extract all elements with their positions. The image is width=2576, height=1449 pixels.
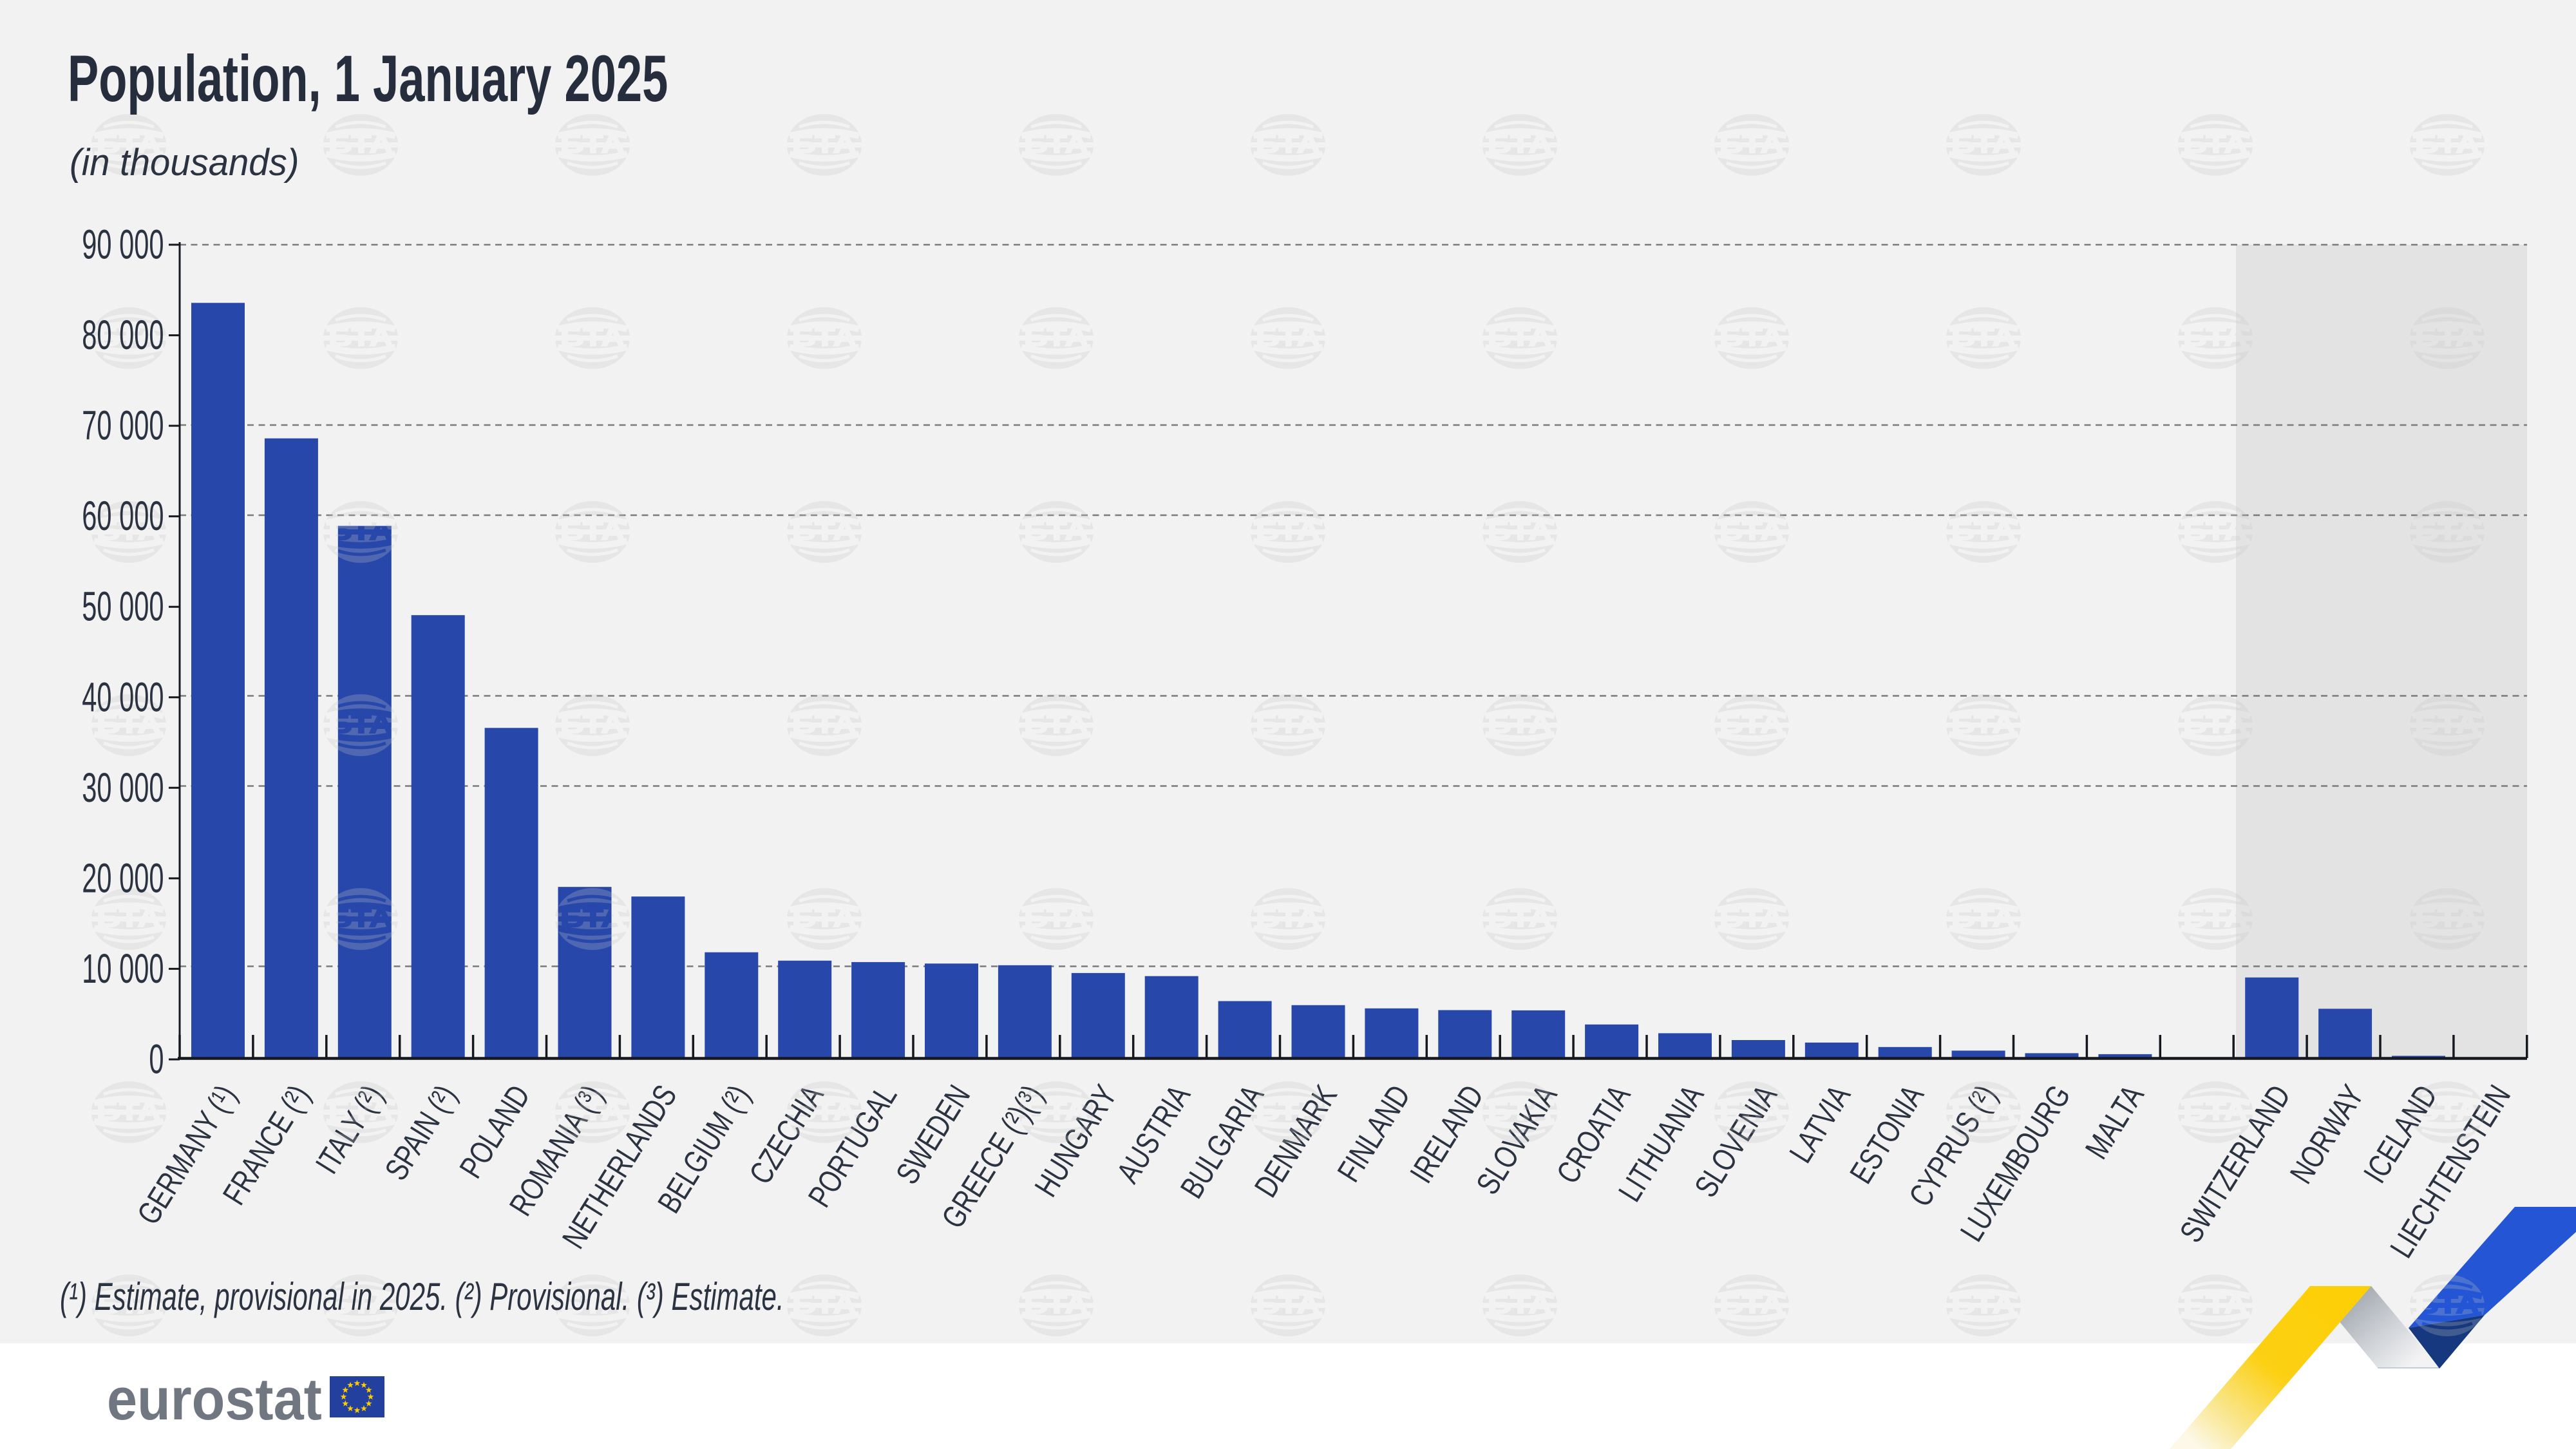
svg-text:50 000: 50 000 [82, 584, 164, 630]
svg-text:90 000: 90 000 [82, 222, 164, 268]
svg-text:eurostat: eurostat [107, 1366, 322, 1432]
svg-text:70 000: 70 000 [82, 403, 164, 449]
svg-text:30 000: 30 000 [82, 765, 164, 811]
svg-text:60 000: 60 000 [82, 493, 164, 539]
svg-text:Population, 1 January 2025: Population, 1 January 2025 [68, 42, 668, 115]
svg-text:20 000: 20 000 [82, 855, 164, 901]
svg-text:10 000: 10 000 [82, 946, 164, 992]
svg-text:0: 0 [149, 1037, 164, 1083]
svg-text:80 000: 80 000 [82, 312, 164, 358]
svg-text:(¹) Estimate, provisional in 2: (¹) Estimate, provisional in 2025. (²) P… [60, 1275, 784, 1318]
svg-text:(in thousands): (in thousands) [70, 142, 299, 184]
svg-text:40 000: 40 000 [82, 674, 164, 720]
